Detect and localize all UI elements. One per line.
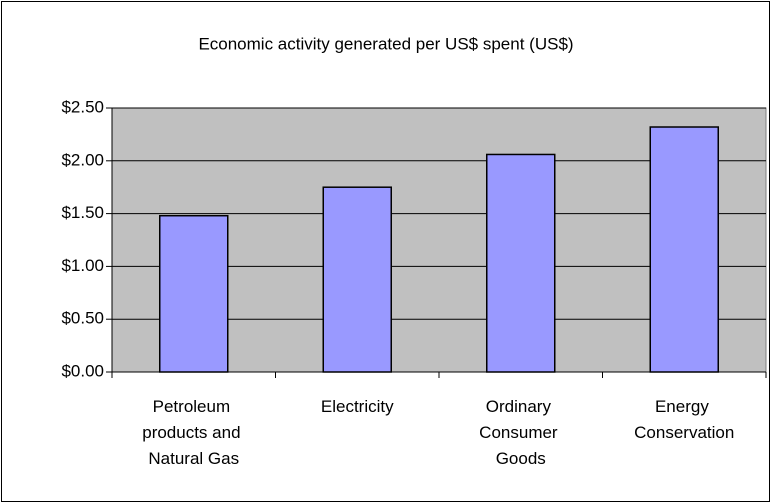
x-tick-label: Electricity [321, 397, 394, 416]
y-tick-label: $2.50 [61, 97, 104, 116]
x-tick-label: Petroleum products and Natural Gas [142, 397, 245, 468]
x-tick-label: Ordinary Consumer Goods [479, 397, 562, 468]
y-tick-label: $0.00 [61, 361, 104, 380]
bar [486, 153, 556, 373]
chart-title: Economic activity generated per US$ spen… [198, 34, 573, 53]
bar [159, 214, 229, 373]
y-tick-label: $1.00 [61, 256, 104, 275]
y-tick-label: $2.00 [61, 150, 104, 169]
bar [322, 186, 392, 373]
x-tick-label: Energy Conservation [634, 397, 734, 442]
y-tick-label: $1.50 [61, 203, 104, 222]
y-tick-label: $0.50 [61, 309, 104, 328]
bar [649, 126, 719, 373]
